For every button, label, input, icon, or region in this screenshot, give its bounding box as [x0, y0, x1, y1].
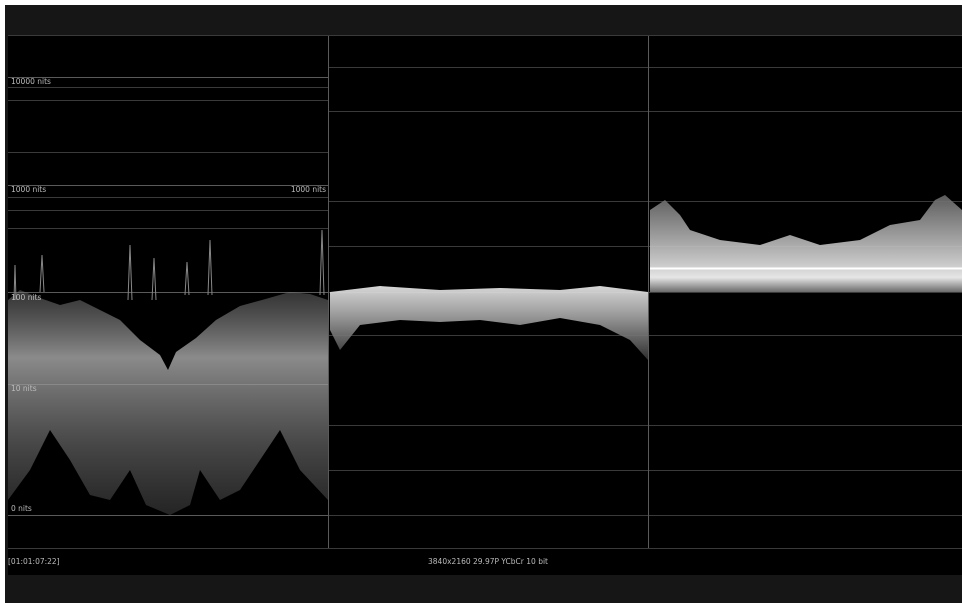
scale-label: 1000 nits [291, 185, 326, 194]
scale-label: 1000 nits [11, 185, 46, 194]
timecode: [01:01:07:22] [8, 557, 60, 566]
scale-label: 0 nits [11, 504, 32, 513]
waveform-spikes-left [13, 229, 325, 301]
scale-label: 10 nits [11, 384, 37, 393]
scale-label: 10000 nits [11, 77, 51, 86]
format-info: 3840x2160 29.97P YCbCr 10 bit [428, 557, 548, 566]
bottom-bar [5, 575, 962, 603]
scale-label: 100 nits [11, 293, 41, 302]
waveform-mid [330, 286, 648, 360]
waveform-luma-left [8, 290, 328, 515]
